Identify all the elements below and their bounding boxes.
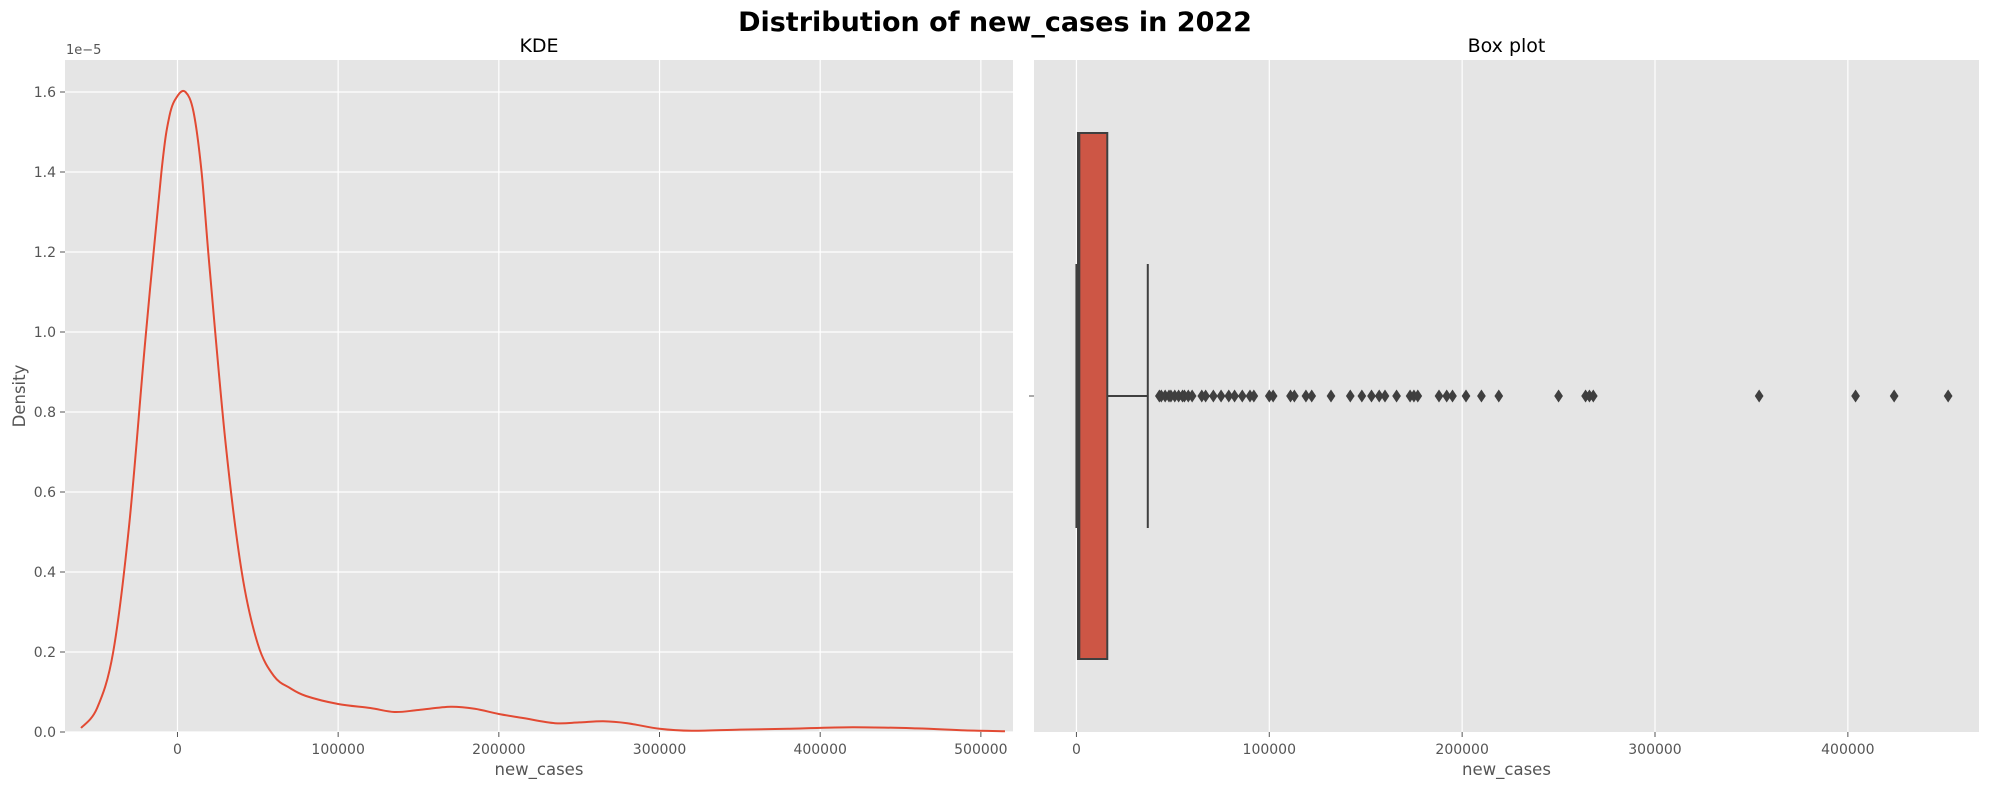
kde-x-tick-label: 100000 (311, 742, 364, 758)
kde-y-tick-label: 1.2 (34, 245, 56, 261)
kde-x-tick-label: 300000 (633, 742, 686, 758)
box-x-tick-label: 100000 (1243, 742, 1296, 758)
box-outlier-point (1345, 389, 1355, 403)
box-x-tick-label: 0 (1072, 742, 1081, 758)
kde-density-line (80, 89, 1005, 733)
kde-y-ticks: 0.0 0.2 0.4 0.6 0.8 1.0 1.2 1.4 1.6 (34, 85, 65, 741)
box-outlier-point (1201, 389, 1211, 403)
box-outlier-point (1326, 389, 1336, 403)
kde-y-tick-label: 0.0 (34, 725, 56, 741)
kde-plot-area (65, 60, 1013, 732)
box-x-tick-label: 400000 (1821, 742, 1874, 758)
box-outlier-point (1237, 389, 1247, 403)
box-outlier-point (1268, 389, 1278, 403)
box-x-tick-label: 300000 (1628, 742, 1681, 758)
box-outlier-point (1413, 389, 1423, 403)
box-marks (1075, 132, 1149, 660)
kde-y-offset-label: 1e−5 (66, 43, 101, 58)
box-outlier-point (1187, 389, 1197, 403)
kde-x-tick-label: 400000 (793, 742, 846, 758)
box-outlier-point (1477, 389, 1486, 403)
box-outlier-point (1301, 389, 1311, 403)
box-outlier-point (1392, 389, 1401, 403)
box-outliers (1154, 389, 1953, 403)
box-outlier-point (1448, 389, 1457, 403)
box-outlier-point (1434, 389, 1444, 403)
box-outlier-point (1249, 389, 1259, 403)
box-outlier-point (1289, 389, 1299, 403)
box-outlier-point (1554, 389, 1563, 403)
kde-panel: 0 100000 200000 300000 400000 500000 0.00.20.… (10, 35, 1013, 780)
kde-y-tick-label: 0.4 (34, 565, 56, 581)
box-outlier-point (1307, 389, 1317, 403)
kde-y-tick-label: 0.6 (34, 485, 56, 501)
figure-suptitle: Distribution of new_cases in 2022 (738, 7, 1252, 38)
box-x-tick-label: 200000 (1435, 742, 1488, 758)
box-outlier-point (1208, 389, 1218, 403)
kde-x-tick-label: 200000 (472, 742, 525, 758)
kde-y-tick-label: 1.6 (34, 85, 56, 101)
box-iqr-rect (1076, 132, 1109, 660)
box-outlier-point (1461, 389, 1471, 403)
box-outlier-point (1851, 389, 1860, 403)
kde-y-tick-label: 0.2 (34, 645, 56, 661)
box-outlier-point (1224, 389, 1234, 403)
box-outlier-point (1374, 389, 1384, 403)
box-outlier-point (1754, 389, 1764, 403)
kde-x-tick-label: 500000 (954, 742, 1007, 758)
kde-y-axis-label: Density (10, 364, 29, 427)
kde-x-axis-label: new_cases (495, 760, 584, 780)
kde-title: KDE (519, 35, 558, 57)
kde-x-ticks: 0 100000 200000 300000 400000 500000 (173, 732, 1008, 758)
box-outlier-point (1588, 389, 1598, 403)
box-title: Box plot (1468, 35, 1546, 57)
box-outlier-point (1216, 389, 1226, 403)
box-outlier-point (1943, 389, 1953, 403)
box-outlier-point (1367, 389, 1376, 403)
box-outlier-point (1380, 389, 1390, 403)
box-x-ticks: 0 100000 200000 300000 400000 (1072, 732, 1875, 758)
box-panel: 0 100000 200000 300000 400000 Box plot new_c… (1029, 35, 1979, 780)
kde-y-tick-label: 0.8 (34, 405, 56, 421)
box-outlier-point (1494, 389, 1504, 403)
kde-y-tick-label: 1.4 (34, 165, 56, 181)
kde-x-tick-label: 0 (173, 742, 182, 758)
kde-y-tick-label: 1.0 (34, 325, 56, 341)
box-x-axis-label: new_cases (1462, 760, 1551, 780)
box-outlier-point (1357, 389, 1367, 403)
box-outlier-point (1889, 389, 1899, 403)
box-outlier-point (1442, 389, 1452, 403)
box-outlier-point (1230, 389, 1239, 403)
